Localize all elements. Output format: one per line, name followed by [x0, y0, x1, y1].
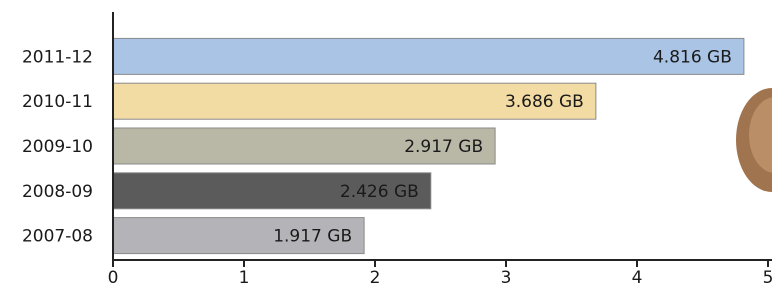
y-tick-label: 2008-09 [22, 182, 93, 202]
x-tick-label: 2 [370, 268, 381, 288]
x-tick-label: 3 [501, 268, 512, 288]
value-label: 3.686 GB [505, 92, 584, 112]
value-label: 2.426 GB [340, 182, 419, 202]
decoration [736, 88, 772, 192]
x-tick-label: 0 [108, 268, 119, 288]
y-tick-label: 2010-11 [22, 92, 93, 112]
y-tick-label: 2007-08 [22, 227, 93, 247]
y-tick-label: 2009-10 [22, 137, 93, 157]
x-tick-label: 5 [763, 268, 772, 288]
y-tick-label: 2011-12 [22, 47, 93, 67]
value-label: 2.917 GB [404, 137, 483, 157]
chart: 4.816 GB2011-123.686 GB2010-112.917 GB20… [0, 0, 772, 289]
x-tick-label: 1 [239, 268, 250, 288]
value-label: 1.917 GB [273, 227, 352, 247]
bar [113, 38, 744, 74]
value-label: 4.816 GB [653, 47, 732, 67]
x-tick-label: 4 [632, 268, 643, 288]
